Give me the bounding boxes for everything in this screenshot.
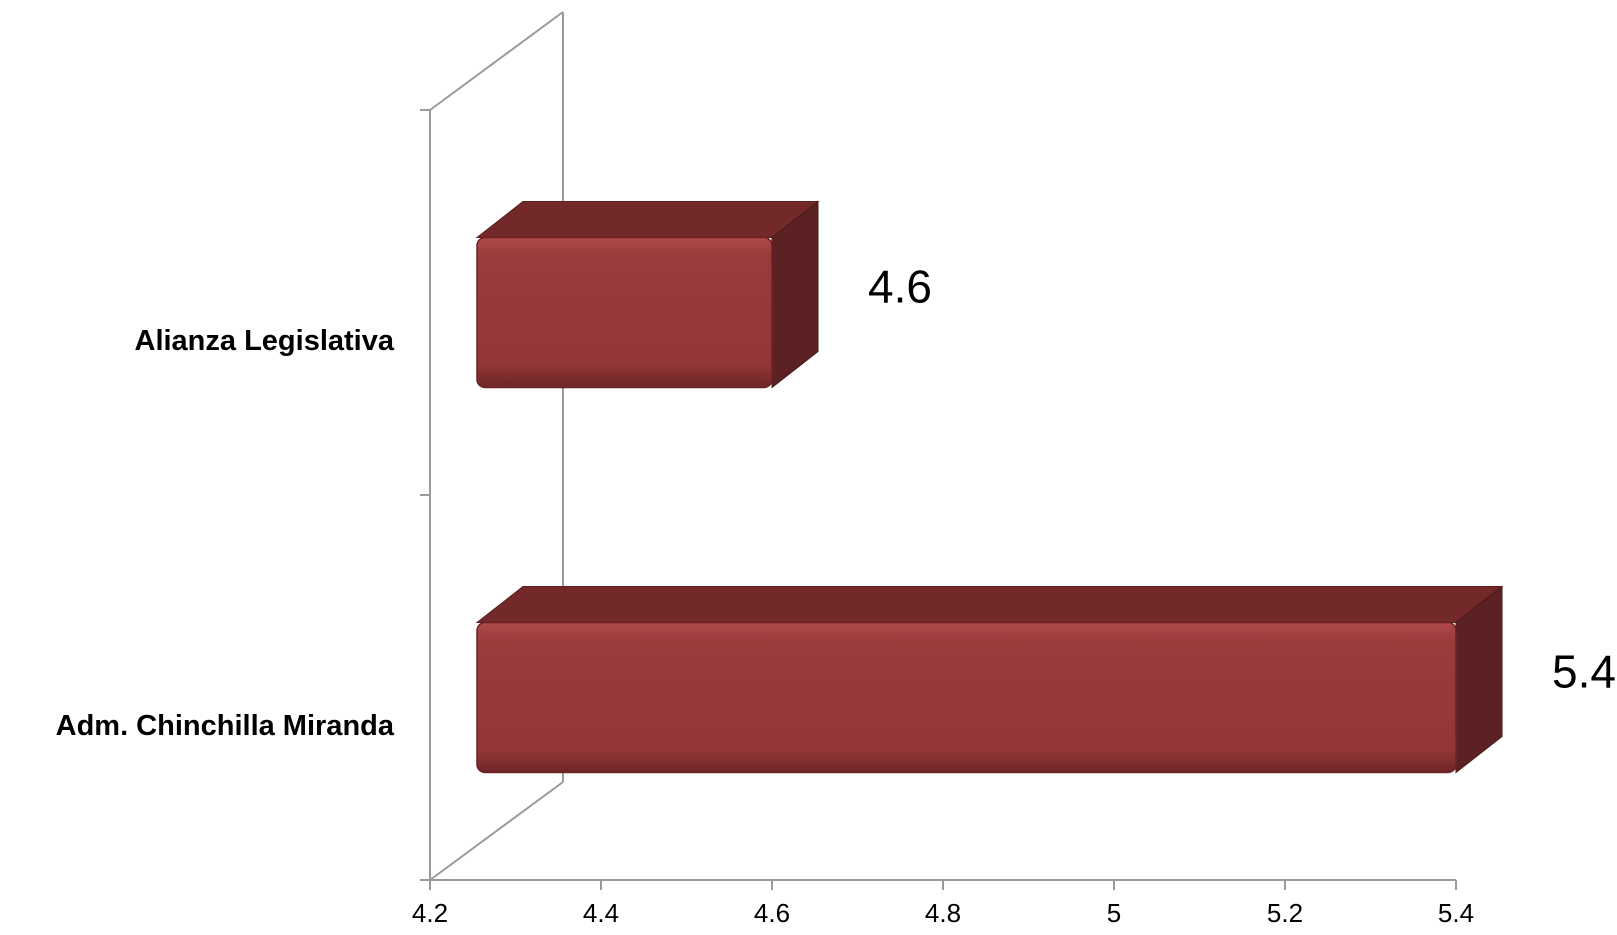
bar-front-face: [476, 621, 1457, 774]
data-label: 5.4: [1552, 646, 1616, 698]
x-tick-label: 4.2: [412, 898, 448, 928]
bar-adm-chinchilla-miranda: [475, 585, 1504, 774]
category-label: Alianza Legislativa: [135, 325, 395, 357]
bar-front-face: [476, 236, 773, 389]
x-tick-label: 5.4: [1438, 898, 1474, 928]
x-tick-label: 5: [1107, 898, 1121, 928]
wall-top-edge: [429, 11, 564, 111]
bar-alianza-legislativa: [475, 200, 820, 389]
data-label: 4.6: [868, 261, 932, 313]
x-tick-label: 4.6: [754, 898, 790, 928]
labels: 4.2 4.4 4.6 4.8 5 5.2 5.4 4.6 Alianza Legislativ…: [56, 261, 1616, 928]
category-label: Adm. Chinchilla Miranda: [56, 710, 395, 742]
x-tick-label: 4.8: [925, 898, 961, 928]
x-tick-label: 5.2: [1267, 898, 1303, 928]
bar-top-face: [475, 201, 820, 238]
x-tick-label: 4.4: [583, 898, 619, 928]
bar-top-face: [475, 586, 1504, 623]
bars: [475, 200, 1504, 774]
wall-bottom-edge: [429, 781, 564, 881]
